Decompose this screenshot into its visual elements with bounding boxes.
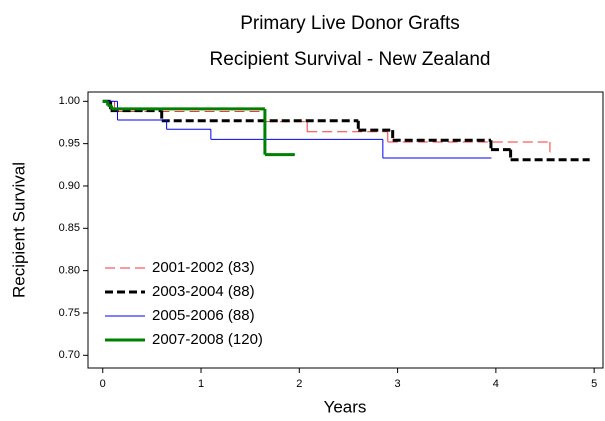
x-tick-label: 0 (100, 378, 106, 390)
x-axis-label: Years (324, 397, 367, 416)
y-tick-label: 0.80 (59, 265, 80, 277)
x-tick-label: 2 (296, 378, 302, 390)
y-tick-label: 0.70 (59, 349, 80, 361)
y-tick-label: 0.95 (59, 138, 80, 150)
plot-frame (87, 91, 604, 369)
y-axis-label: Recipient Survival (9, 162, 28, 298)
x-tick-label: 4 (493, 378, 499, 390)
y-tick-label: 1.00 (59, 95, 80, 107)
legend-label: 2003-2004 (88) (152, 283, 255, 300)
x-tick-label: 1 (198, 378, 204, 390)
legend-label: 2005-2006 (88) (152, 307, 255, 324)
chart-subtitle: Recipient Survival - New Zealand (210, 49, 491, 70)
y-tick-label: 0.75 (59, 307, 80, 319)
y-tick-label: 0.85 (59, 222, 80, 234)
legend-label: 2007-2008 (120) (152, 331, 263, 348)
y-tick-label: 0.90 (59, 180, 80, 192)
x-tick-label: 3 (395, 378, 401, 390)
x-tick-label: 5 (591, 378, 597, 390)
legend-label: 2001-2002 (83) (152, 259, 255, 276)
chart-title: Primary Live Donor Grafts (240, 13, 460, 34)
